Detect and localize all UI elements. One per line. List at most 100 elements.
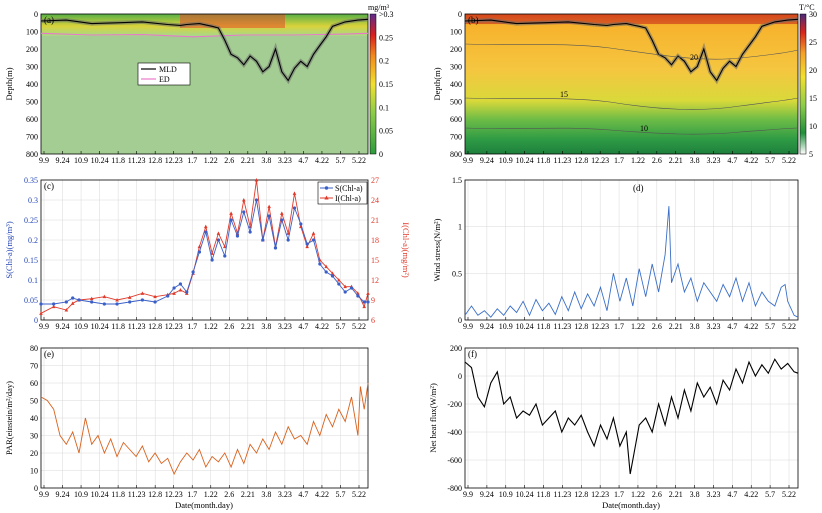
- data-point: [216, 231, 221, 235]
- panel-a-ytick-labels: 0 100 200 300 400 500 600 700 800: [26, 10, 38, 159]
- panel-f-lines: [464, 358, 799, 475]
- xtick-label: 10.24: [516, 322, 534, 331]
- ytick-label: 500: [26, 98, 38, 107]
- data-point: [203, 224, 208, 229]
- xtick-label: 5.22: [352, 490, 366, 499]
- data-point: [330, 271, 335, 275]
- ytick-label: -400: [447, 428, 462, 437]
- ytick-label: 0: [458, 316, 462, 325]
- xtick-label: 5.22: [782, 490, 796, 499]
- colorbar-tick-label: 15: [809, 94, 817, 103]
- xtick-label: 5.22: [782, 156, 796, 165]
- panel-b-ytick-labels: 0 100 200 300 400 500 600 700 800: [450, 10, 462, 159]
- panel-f-label: (f): [468, 349, 477, 359]
- xtick-label: 10.9: [74, 322, 88, 331]
- panel-b-ylabel: Depth(m): [432, 67, 442, 100]
- data-point: [273, 246, 278, 250]
- right-ytick-label: 27: [371, 176, 379, 185]
- right-ytick-label: 24: [371, 196, 379, 205]
- ytick-label: 0.1: [28, 276, 38, 285]
- ytick-label: 1: [458, 223, 462, 232]
- panel-e-frame: [40, 347, 369, 489]
- xtick-label: 4.7: [727, 156, 737, 165]
- panel-b-contour-label-15: 15: [560, 90, 568, 99]
- data-point: [223, 254, 227, 258]
- ytick-label: 800: [450, 150, 462, 159]
- ytick-label: 500: [450, 98, 462, 107]
- xtick-label: 10.9: [74, 156, 88, 165]
- data-point: [39, 311, 43, 315]
- xtick-label: 4.7: [298, 322, 308, 331]
- ytick-label: 1.5: [452, 176, 462, 185]
- xtick-label: 2.21: [241, 322, 255, 331]
- xtick-label: 11.8: [537, 322, 551, 331]
- panel-a-colorbar-unit: mg/m³: [368, 3, 390, 12]
- xtick-label: 2.21: [669, 156, 683, 165]
- ytick-label: 600: [450, 115, 462, 124]
- data-point: [330, 274, 335, 278]
- mld-line: [464, 18, 799, 82]
- data-point: [311, 231, 316, 235]
- panel-b-contour-label-20: 20: [690, 53, 698, 62]
- data-point: [64, 308, 69, 312]
- xtick-label: 11.23: [554, 322, 572, 331]
- ytick-label: 30: [30, 432, 38, 441]
- data-point: [127, 295, 132, 299]
- panel-b-colorbar-unit: T/°C: [799, 3, 815, 12]
- xtick-label: 12.23: [165, 490, 183, 499]
- xtick-label: 9.9: [39, 156, 49, 165]
- xtick-label: 1.7: [614, 322, 624, 331]
- panel-b-contour-label-10: 10: [640, 124, 648, 133]
- xtick-label: 3.8: [690, 490, 700, 499]
- ytick-label: 0: [34, 10, 38, 19]
- panel-b-lines: [464, 17, 799, 85]
- xtick-label: 9.24: [480, 490, 494, 499]
- xtick-label: 5.7: [335, 490, 345, 499]
- panel-f-frame: [464, 347, 799, 489]
- data-point: [102, 302, 106, 306]
- panel-a-background: [41, 14, 368, 154]
- xtick-label: 3.23: [278, 156, 292, 165]
- data-point: [254, 178, 259, 182]
- panel-b-colorbar-ticks: 30 25 20 15 10 5: [809, 10, 817, 159]
- xtick-label: 2.21: [241, 156, 255, 165]
- data-point: [356, 294, 360, 298]
- data-point: [254, 198, 259, 202]
- panel-f-xtick-labels: 9.9 9.24 10.9 10.24 11.8 11.23 12.8 12.23 1.7 1.2…: [463, 485, 796, 499]
- data-point: [366, 291, 370, 295]
- xtick-label: 5.7: [765, 156, 775, 165]
- xtick-label: 9.24: [56, 322, 70, 331]
- xtick-label: 3.23: [278, 490, 292, 499]
- xtick-label: 1.7: [187, 322, 197, 331]
- ytick-label: 300: [450, 63, 462, 72]
- data-point: [197, 244, 202, 249]
- panel-c-ytick-labels: 0 0.05 0.1 0.15 0.2 0.25 0.3 0.35: [24, 176, 38, 325]
- data-point: [248, 230, 252, 234]
- xtick-label: 9.9: [463, 322, 473, 331]
- data-point: [197, 250, 202, 254]
- xtick-label: 2.6: [224, 490, 234, 499]
- data-point: [128, 300, 132, 304]
- ytick-label: 70: [30, 362, 38, 371]
- xtick-label: 11.8: [537, 490, 551, 499]
- panel-b-background: [465, 14, 798, 154]
- legend-i-chl: I(Chl-a): [335, 194, 361, 203]
- colorbar-tick-label: 0.15: [379, 80, 393, 89]
- data-point: [89, 296, 94, 301]
- ytick-label: 0: [458, 10, 462, 19]
- xtick-label: 12.8: [148, 322, 162, 331]
- ytick-label: 400: [26, 80, 38, 89]
- xtick-label: 11.23: [128, 156, 146, 165]
- xtick-label: 3.8: [690, 322, 700, 331]
- xtick-label: 9.24: [56, 156, 70, 165]
- ytick-label: 200: [26, 45, 38, 54]
- ytick-label: 100: [26, 28, 38, 37]
- data-point: [140, 298, 144, 302]
- data-point: [115, 298, 119, 302]
- panel-d-label: (d): [633, 183, 644, 193]
- panel-d-ylabel: Wind stress(N/m²): [432, 218, 442, 281]
- ytick-label: 300: [26, 63, 38, 72]
- xtick-label: 4.7: [727, 322, 737, 331]
- panel-b-contour-20: [464, 43, 799, 60]
- panel-f-xlabel: Date(month.day): [602, 500, 660, 510]
